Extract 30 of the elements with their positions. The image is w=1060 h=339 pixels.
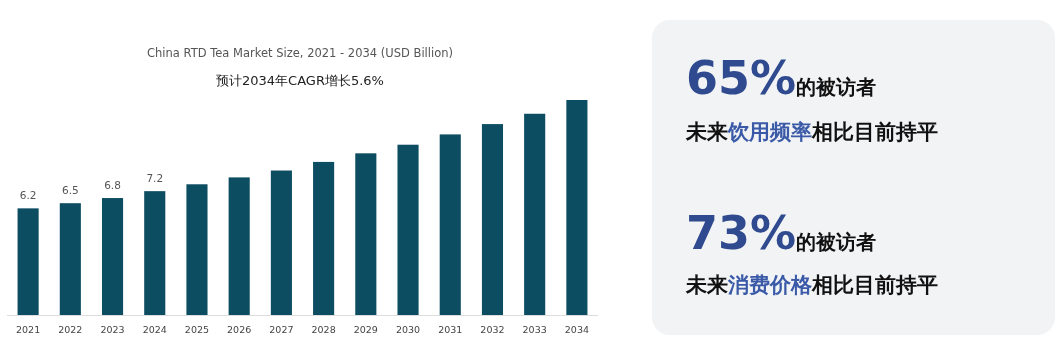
x-tick-label: 2033	[522, 324, 547, 335]
x-tick-label: 2032	[480, 324, 505, 335]
text: 相比目前持平	[811, 120, 938, 144]
title: China RTD Tea Market Size, 2021 - 2034 (USD Billion)	[147, 46, 453, 60]
text: 的被访者	[796, 75, 877, 99]
text: 未来	[685, 120, 728, 144]
x-tick-label: 2029	[353, 324, 378, 335]
text: 相比目前持平	[811, 273, 938, 297]
data-label: 6.8	[104, 179, 121, 192]
x-tick-label: 2031	[438, 324, 463, 335]
text: 65%	[686, 51, 797, 105]
x-tick-label: 2026	[227, 324, 252, 335]
x-tick-label: 2021	[16, 324, 41, 335]
subtitle: 预计2034年CAGR增长5.6%	[216, 73, 384, 88]
text: 未来	[685, 273, 728, 297]
data-label: 7.2	[146, 172, 164, 185]
x-tick-label: 2034	[564, 324, 589, 335]
x-tick-label: 2024	[142, 324, 167, 335]
text: 饮用频率	[727, 120, 812, 144]
text: 消费价格	[727, 273, 813, 297]
x-tick-label: 2025	[184, 324, 210, 335]
text: 的被访者	[796, 230, 877, 254]
text: 73%	[686, 206, 797, 260]
x-tick-label: 2023	[100, 324, 125, 335]
data-label: 6.2	[19, 189, 37, 202]
x-tick-label: 2027	[269, 324, 294, 335]
x-tick-label: 2030	[395, 324, 421, 335]
data-label: 6.5	[61, 184, 79, 197]
x-tick-label: 2022	[58, 324, 83, 335]
x-tick-label: 2028	[311, 324, 336, 335]
